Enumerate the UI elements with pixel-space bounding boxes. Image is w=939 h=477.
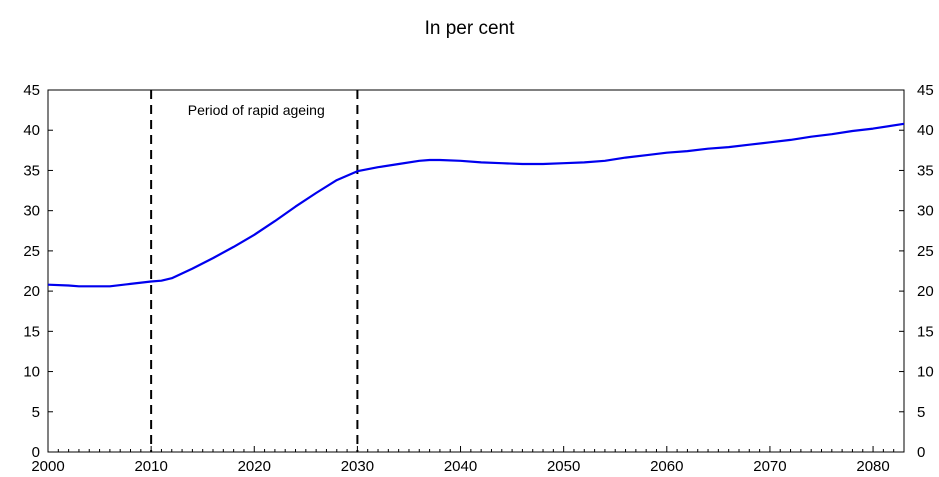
y-tick-label-right: 35 xyxy=(917,162,934,179)
series-line xyxy=(47,122,905,288)
y-tick-label-left: 10 xyxy=(23,364,40,381)
plot-frame xyxy=(47,89,905,453)
y-tick-label-right: 45 xyxy=(917,82,934,99)
x-tick-label: 2060 xyxy=(650,458,683,475)
y-tick-label-left: 0 xyxy=(32,444,40,461)
y-tick-label-left: 5 xyxy=(32,404,40,421)
x-tick-label: 2010 xyxy=(134,458,167,475)
reference-lines xyxy=(150,90,359,452)
x-tick-label: 2020 xyxy=(238,458,271,475)
y-tick-label-right: 15 xyxy=(917,323,934,340)
x-tick-label: 2040 xyxy=(444,458,477,475)
annotations: Period of rapid ageing xyxy=(188,102,325,118)
y-tick-label-right: 30 xyxy=(917,203,934,220)
y-tick-label-left: 40 xyxy=(23,122,40,139)
y-tick-label-right: 20 xyxy=(917,283,934,300)
y-tick-label-right: 0 xyxy=(917,444,925,461)
chart-title: In per cent xyxy=(424,18,515,39)
y-tick-label-left: 15 xyxy=(23,323,40,340)
x-tick-label: 2030 xyxy=(341,458,374,475)
x-tick-label: 2050 xyxy=(547,458,580,475)
series-group xyxy=(47,122,905,288)
y-tick-label-left: 35 xyxy=(23,162,40,179)
x-tick-label: 2080 xyxy=(856,458,889,475)
y-tick-label-left: 30 xyxy=(23,203,40,220)
y-tick-label-right: 5 xyxy=(917,404,925,421)
annotation-text: Period of rapid ageing xyxy=(188,102,325,118)
x-tick-label: 2070 xyxy=(753,458,786,475)
y-tick-label-left: 20 xyxy=(23,283,40,300)
y-tick-label-left: 25 xyxy=(23,243,40,260)
y-tick-label-right: 10 xyxy=(917,364,934,381)
y-tick-label-right: 40 xyxy=(917,122,934,139)
y-tick-label-right: 25 xyxy=(917,243,934,260)
y-tick-label-left: 45 xyxy=(23,82,40,99)
axes xyxy=(47,89,905,453)
x-tick-label: 2000 xyxy=(31,458,64,475)
